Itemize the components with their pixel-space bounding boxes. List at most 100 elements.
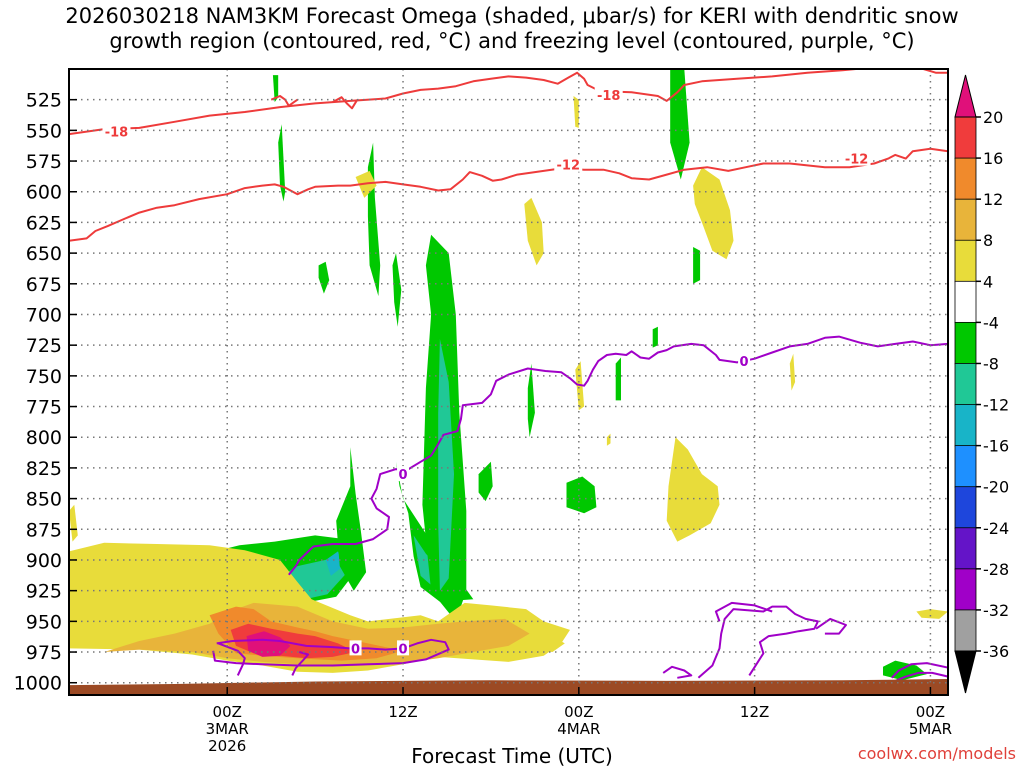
y-tick-label: 700 — [26, 304, 62, 326]
y-tick-label: 525 — [26, 90, 62, 112]
omega-region-8 — [392, 253, 402, 327]
contour-label: -18 — [105, 126, 129, 141]
y-tick-label: 650 — [26, 243, 62, 265]
colorbar-label: 12 — [983, 190, 1003, 209]
omega-region-11 — [272, 75, 279, 103]
contour-label: 0 — [398, 642, 407, 657]
contour-label-bg — [102, 123, 131, 139]
y-tick-label: 800 — [26, 427, 62, 449]
omega-region-33 — [522, 631, 565, 652]
chart-title: 2026030218 NAM3KM Forecast Omega (shaded… — [0, 4, 1024, 54]
freezing-level-contour-6 — [714, 601, 773, 622]
freezing-level-contour-4 — [662, 665, 693, 679]
contour-label: -12 — [845, 153, 869, 168]
snow-growth-contour-4 — [69, 147, 948, 242]
colorbar-label: -24 — [983, 519, 1009, 538]
x-tick-label: 5MAR — [909, 720, 952, 738]
freezing-level-contour-5 — [697, 605, 819, 679]
y-tick-label: 625 — [26, 212, 62, 234]
omega-region-39 — [199, 560, 210, 570]
colorbar-swatch — [954, 404, 977, 447]
omega-region-15 — [566, 476, 597, 514]
freezing-level-contour-7 — [815, 617, 847, 635]
colorbar-label: 8 — [983, 231, 993, 250]
y-tick-label: 850 — [26, 489, 62, 511]
omega-region-38 — [916, 609, 948, 619]
y-tick-label: 575 — [26, 151, 62, 173]
contour-label-bg — [842, 150, 871, 166]
source-credit[interactable]: coolwx.com/models — [857, 744, 1016, 763]
contour-label-bg — [594, 86, 623, 102]
colorbar-swatch — [954, 568, 977, 611]
colorbar-swatch — [954, 198, 977, 242]
plot-frame — [68, 68, 949, 696]
omega-region-12 — [318, 261, 330, 294]
colorbar-label: -8 — [983, 354, 999, 373]
grid-layer — [69, 69, 948, 695]
omega-region-3 — [336, 447, 367, 591]
y-tick-label: 825 — [26, 458, 62, 480]
snow-growth-contour-2 — [332, 96, 359, 110]
x-tick-label: 3MAR — [206, 720, 249, 738]
omega-colorbar: 20 16 12 8 4 -4 -8 -12 -16 -20 -24 -28 -32 -36 — [954, 74, 1009, 694]
colorbar-label: 20 — [983, 108, 1003, 127]
x-tick-label: 00Z — [916, 703, 945, 721]
colorbar-swatch — [954, 157, 977, 201]
y-tick-label: 900 — [26, 550, 62, 572]
y-tick-label: 775 — [26, 397, 62, 419]
contour-label-bg — [738, 353, 751, 369]
colorbar-label: -36 — [983, 642, 1009, 661]
freezing-level-contour-3 — [288, 335, 948, 576]
contour-label: -18 — [597, 89, 621, 104]
omega-region-19 — [652, 326, 658, 348]
colorbar-swatch — [954, 527, 977, 570]
freezing-level-contour-0 — [212, 638, 450, 667]
y-tick-label: 600 — [26, 182, 62, 204]
omega-region-29 — [524, 197, 544, 266]
omega-region-9 — [367, 142, 381, 297]
omega-region-10 — [278, 124, 286, 202]
y-tick-label: 725 — [26, 335, 62, 357]
colorbar-swatch — [954, 486, 977, 529]
omega-region-18 — [693, 247, 701, 284]
y-tick-label: 550 — [26, 120, 62, 142]
x-tick-label: 12Z — [388, 703, 417, 721]
colorbar-swatch — [954, 445, 977, 488]
y-tick-label: 675 — [26, 274, 62, 296]
contour-label-bg — [397, 640, 410, 656]
snow-growth-contour-1 — [270, 95, 299, 107]
x-tick-label: 00Z — [213, 703, 242, 721]
omega-region-27 — [69, 504, 78, 542]
colorbar-label: -16 — [983, 437, 1009, 456]
pressure-axis: 525 550 575 600 625 650 675 700 725 750 775 800 825 8… — [14, 90, 77, 695]
colorbar-label: -28 — [983, 560, 1009, 579]
freezing-level-contour-2 — [218, 642, 246, 676]
omega-region-34 — [666, 437, 720, 542]
y-tick-label: 950 — [26, 611, 62, 633]
colorbar-label: -4 — [983, 313, 999, 332]
ground-layer — [69, 679, 948, 695]
colorbar-label: 4 — [983, 272, 993, 291]
y-tick-label: 1000 — [14, 673, 62, 695]
snow-growth-contour-0 — [69, 69, 867, 136]
ground-surface — [69, 679, 948, 695]
colorbar-label: -32 — [983, 601, 1009, 620]
colorbar-top-arrow — [954, 74, 977, 118]
omega-region-7 — [438, 339, 454, 591]
colorbar-bottom-arrow — [954, 650, 977, 694]
contour-label-bg — [349, 640, 362, 656]
y-tick-label: 925 — [26, 581, 62, 603]
colorbar-label: -12 — [983, 396, 1009, 415]
y-tick-label: 750 — [26, 366, 62, 388]
omega-region-26 — [246, 631, 291, 657]
omega-region-17 — [670, 69, 690, 180]
contour-label-bg — [554, 156, 583, 172]
freezing-level-contour-8 — [890, 662, 948, 683]
contour-label-bg — [397, 466, 410, 482]
omega-region-16 — [615, 357, 621, 401]
x-tick-label: 00Z — [564, 703, 593, 721]
contour-label: 0 — [740, 355, 749, 370]
omega-region-35 — [693, 167, 734, 260]
